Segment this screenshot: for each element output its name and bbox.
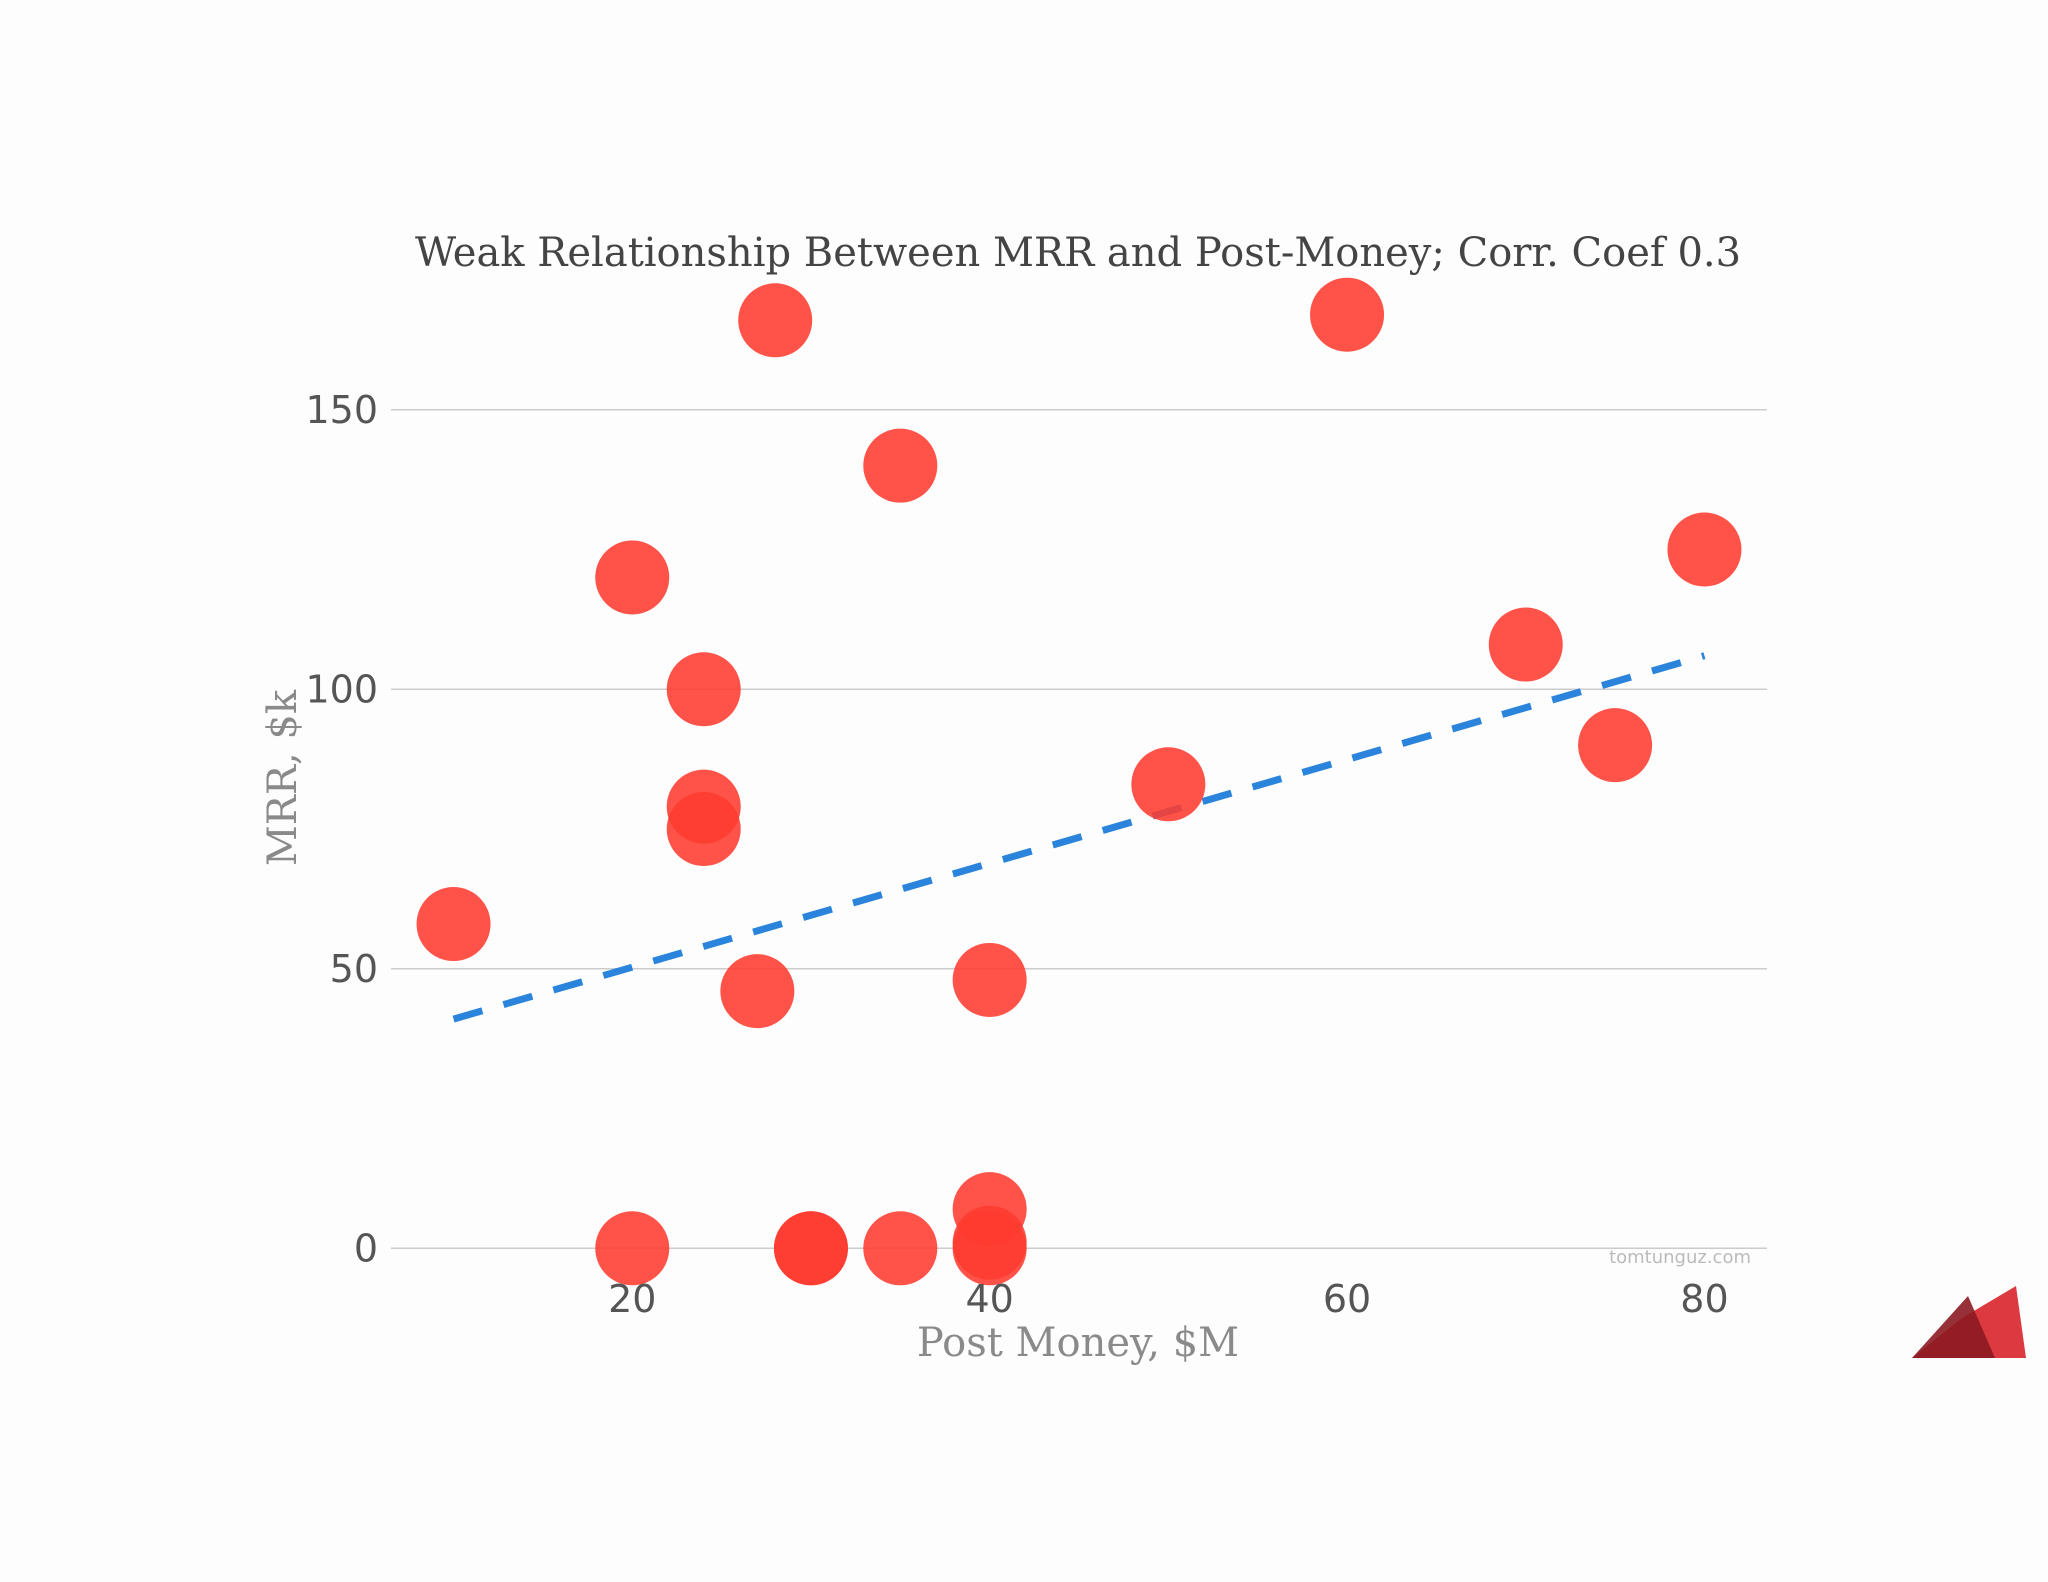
- data-point: [952, 942, 1027, 1017]
- data-point: [863, 428, 938, 503]
- x-tick-label: 40: [965, 1277, 1013, 1321]
- y-tick-label: 150: [305, 388, 378, 432]
- x-tick-label: 60: [1323, 1277, 1371, 1321]
- x-tick-label: 80: [1680, 1277, 1728, 1321]
- data-point: [595, 540, 670, 615]
- data-point: [1578, 708, 1653, 783]
- data-points: [416, 277, 1742, 1286]
- brand-logo: [1912, 1286, 2026, 1358]
- trend-line-layer: [452, 652, 1706, 1023]
- trend-line: [452, 652, 1706, 1023]
- chart-title: Weak Relationship Between MRR and Post-M…: [415, 230, 1741, 276]
- y-tick-label: 50: [330, 947, 378, 991]
- y-axis-label: MRR, $k: [260, 689, 306, 866]
- data-point: [595, 1211, 670, 1286]
- y-tick-label: 100: [305, 667, 378, 711]
- data-point: [773, 1211, 848, 1286]
- grid-lines: [391, 409, 1767, 1250]
- data-point: [666, 792, 741, 867]
- data-point: [1310, 277, 1385, 352]
- axis-ticks: 0 50 100 150 20 40 60 80: [305, 388, 1728, 1321]
- y-tick-label: 0: [354, 1226, 378, 1270]
- data-point: [952, 1211, 1027, 1286]
- logo-shape-left: [1912, 1296, 1995, 1358]
- data-point: [1131, 747, 1206, 822]
- data-point: [416, 887, 491, 962]
- x-axis-label: Post Money, $M: [917, 1320, 1239, 1366]
- watermark: tomtunguz.com: [1609, 1247, 1751, 1268]
- data-point: [1488, 607, 1563, 682]
- data-point: [720, 954, 795, 1029]
- data-point: [738, 283, 813, 358]
- data-point: [666, 652, 741, 727]
- data-point: [863, 1211, 938, 1286]
- data-point: [1667, 512, 1742, 587]
- x-tick-label: 20: [608, 1277, 656, 1321]
